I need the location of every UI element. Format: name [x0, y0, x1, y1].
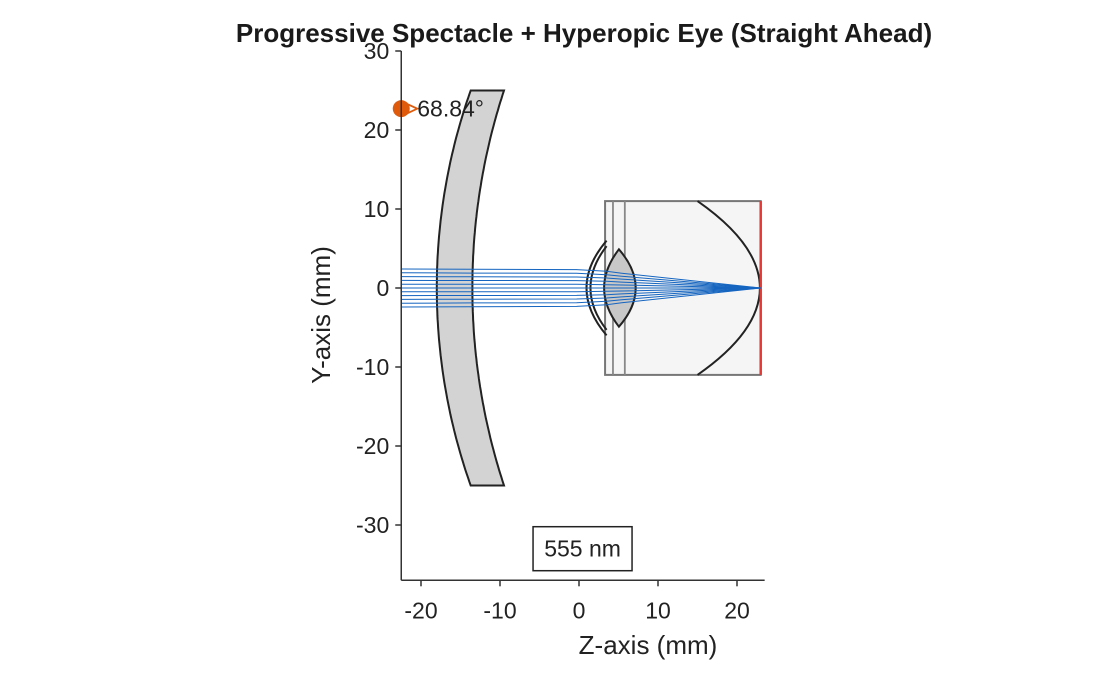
ray-path: [401, 287, 761, 308]
plot-area: 68.84° 555 nm: [392, 89, 762, 572]
y-axis-ticks: 30 20 10 0 -10 -20 -30: [356, 38, 402, 538]
ray-path: [401, 268, 761, 289]
y-tick-label: 0: [376, 275, 389, 301]
x-tick-label: 10: [645, 597, 671, 623]
y-tick-label: 30: [364, 38, 390, 64]
y-axis-label: Y-axis (mm): [306, 246, 336, 384]
x-tick-label: -20: [404, 597, 437, 623]
wavelength-box: [532, 525, 633, 572]
ray-path: [401, 287, 761, 293]
y-tick-label: 10: [364, 196, 390, 222]
ray-path: [401, 287, 761, 300]
ray-path: [401, 276, 761, 289]
x-tick-label: -10: [483, 597, 516, 623]
y-tick-label: -30: [356, 512, 389, 538]
y-tick-label: -20: [356, 433, 389, 459]
ray-path: [401, 287, 761, 297]
wavelength-label: 555 nm: [544, 536, 621, 562]
wavelength-annotation: 555 nm: [532, 525, 633, 572]
ray-path: [401, 279, 761, 289]
x-tick-label: 0: [573, 597, 586, 623]
x-axis-ticks: -20 -10 0 10 20: [404, 580, 750, 623]
axes: 30 20 10 0 -10 -20 -30 -20 -10 0 10 20: [356, 38, 765, 623]
x-axis-label: Z-axis (mm): [579, 630, 718, 660]
ray-path: [401, 283, 761, 289]
x-tick-label: 20: [724, 597, 750, 623]
field-angle-label: 68.84°: [417, 96, 484, 122]
chart-title: Progressive Spectacle + Hyperopic Eye (S…: [236, 18, 932, 48]
ray-path: [401, 272, 761, 289]
ray-bundle: [401, 268, 761, 308]
field-angle-marker: 68.84°: [392, 96, 484, 122]
ray-path: [401, 287, 761, 304]
y-tick-label: -10: [356, 354, 389, 380]
y-tick-label: 20: [364, 117, 390, 143]
